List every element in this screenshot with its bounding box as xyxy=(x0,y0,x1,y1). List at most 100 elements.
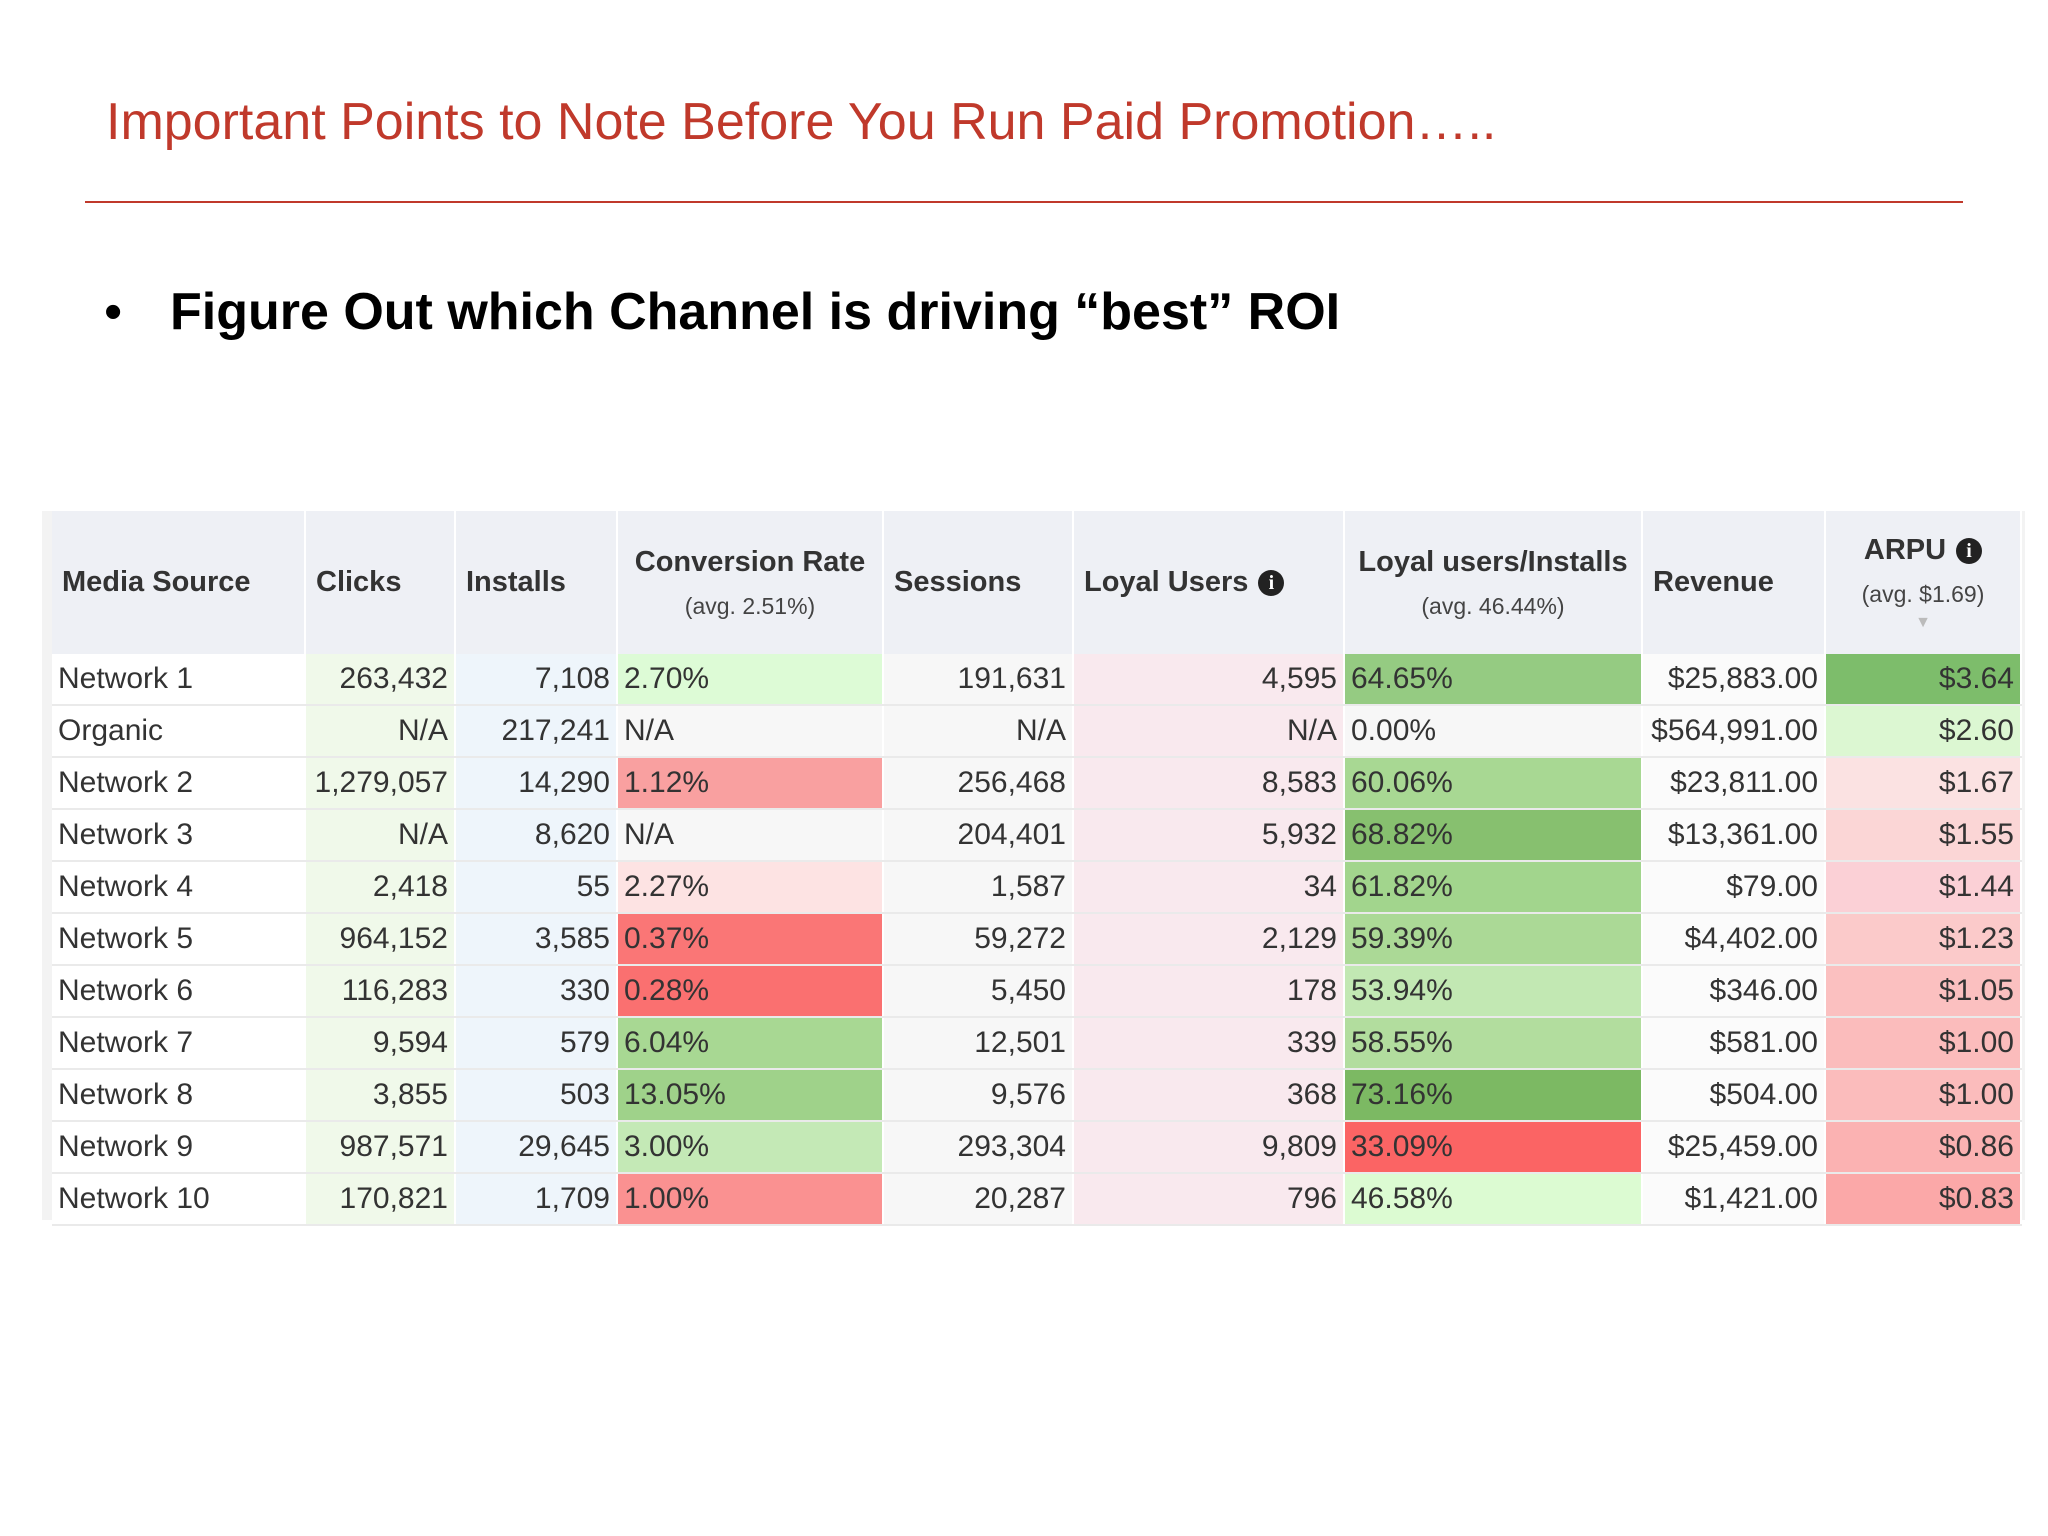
cell-sessions: 9,576 xyxy=(883,1069,1074,1122)
cell-loyal-per-install: 58.55% xyxy=(1344,1017,1643,1070)
table-row[interactable]: Network 6 116,283 330 0.28% 5,450 178 53.94% $3… xyxy=(52,965,2022,1018)
table-header-row: Media Source Clicks Installs Conversion … xyxy=(52,511,2022,654)
cell-installs: 7,108 xyxy=(455,654,618,706)
cell-conversion-rate: N/A xyxy=(617,705,884,758)
cell-clicks: 1,279,057 xyxy=(305,757,456,810)
cell-media-source: Network 8 xyxy=(52,1069,306,1122)
col-revenue[interactable]: Revenue xyxy=(1642,511,1826,654)
cell-installs: 1,709 xyxy=(455,1173,618,1226)
table-row[interactable]: Network 10 170,821 1,709 1.00% 20,287 796 46.5… xyxy=(52,1173,2022,1226)
title-divider xyxy=(85,201,1963,203)
cell-conversion-rate: N/A xyxy=(617,809,884,862)
cell-media-source: Network 1 xyxy=(52,654,306,706)
table-row[interactable]: Network 7 9,594 579 6.04% 12,501 339 58.55% $58… xyxy=(52,1017,2022,1070)
col-arpu-avg: (avg. $1.69) xyxy=(1861,580,1985,607)
cell-media-source: Network 2 xyxy=(52,757,306,810)
media-source-table: Media Source Clicks Installs Conversion … xyxy=(52,511,2022,1226)
col-arpu[interactable]: ARPU i (avg. $1.69) ▼ xyxy=(1825,511,2022,654)
cell-clicks: 9,594 xyxy=(305,1017,456,1070)
cell-conversion-rate: 6.04% xyxy=(617,1017,884,1070)
cell-clicks: 170,821 xyxy=(305,1173,456,1226)
table-row[interactable]: Network 5 964,152 3,585 0.37% 59,272 2,129 59.… xyxy=(52,913,2022,966)
col-loyal-per-install[interactable]: Loyal users/Installs (avg. 46.44%) xyxy=(1344,511,1643,654)
table-row[interactable]: Network 1 263,432 7,108 2.70% 191,631 4,595 64… xyxy=(52,654,2022,706)
col-conversion-rate[interactable]: Conversion Rate (avg. 2.51%) xyxy=(617,511,884,654)
cell-revenue: $25,883.00 xyxy=(1642,654,1826,706)
cell-clicks: N/A xyxy=(305,705,456,758)
cell-revenue: $581.00 xyxy=(1642,1017,1826,1070)
cell-installs: 3,585 xyxy=(455,913,618,966)
cell-loyal-per-install: 59.39% xyxy=(1344,913,1643,966)
cell-sessions: 5,450 xyxy=(883,965,1074,1018)
cell-loyal-per-install: 53.94% xyxy=(1344,965,1643,1018)
cell-media-source: Network 9 xyxy=(52,1121,306,1174)
table-row[interactable]: Network 8 3,855 503 13.05% 9,576 368 73.16% $50… xyxy=(52,1069,2022,1122)
cell-clicks: 263,432 xyxy=(305,654,456,706)
cell-clicks: 964,152 xyxy=(305,913,456,966)
info-icon[interactable]: i xyxy=(1956,537,1983,564)
cell-installs: 579 xyxy=(455,1017,618,1070)
col-clicks[interactable]: Clicks xyxy=(305,511,456,654)
cell-sessions: 59,272 xyxy=(883,913,1074,966)
cell-media-source: Network 4 xyxy=(52,861,306,914)
table-row[interactable]: Network 3 N/A 8,620 N/A 204,401 5,932 68.82% $1… xyxy=(52,809,2022,862)
cell-arpu: $1.23 xyxy=(1825,913,2022,966)
cell-installs: 29,645 xyxy=(455,1121,618,1174)
cell-loyal-per-install: 61.82% xyxy=(1344,861,1643,914)
cell-revenue: $79.00 xyxy=(1642,861,1826,914)
cell-revenue: $564,991.00 xyxy=(1642,705,1826,758)
bullet-point: • Figure Out which Channel is driving “be… xyxy=(104,282,1340,342)
cell-media-source: Organic xyxy=(52,705,306,758)
cell-revenue: $23,811.00 xyxy=(1642,757,1826,810)
cell-arpu: $0.86 xyxy=(1825,1121,2022,1174)
cell-clicks: 987,571 xyxy=(305,1121,456,1174)
cell-sessions: 204,401 xyxy=(883,809,1074,862)
sort-desc-icon[interactable]: ▼ xyxy=(1915,613,1931,631)
bullet-text: Figure Out which Channel is driving “bes… xyxy=(170,283,1341,341)
cell-media-source: Network 6 xyxy=(52,965,306,1018)
cell-revenue: $504.00 xyxy=(1642,1069,1826,1122)
cell-loyal-users: 8,583 xyxy=(1073,757,1345,810)
col-loyal-users[interactable]: Loyal Users i xyxy=(1073,511,1345,654)
cell-conversion-rate: 0.28% xyxy=(617,965,884,1018)
cell-loyal-users: 178 xyxy=(1073,965,1345,1018)
cell-conversion-rate: 2.27% xyxy=(617,861,884,914)
cell-sessions: 191,631 xyxy=(883,654,1074,706)
table-row[interactable]: Network 9 987,571 29,645 3.00% 293,304 9,809 3… xyxy=(52,1121,2022,1174)
slide-title: Important Points to Note Before You Run … xyxy=(106,93,1497,151)
col-arpu-label: ARPU xyxy=(1863,533,1947,566)
table-body: Network 1 263,432 7,108 2.70% 191,631 4,595 64… xyxy=(52,654,2022,1226)
cell-clicks: N/A xyxy=(305,809,456,862)
cell-arpu: $2.60 xyxy=(1825,705,2022,758)
table-row[interactable]: Network 2 1,279,057 14,290 1.12% 256,468 8,58… xyxy=(52,757,2022,810)
cell-sessions: 20,287 xyxy=(883,1173,1074,1226)
table-row[interactable]: Organic N/A 217,241 N/A N/A N/A 0.00% $564,991.… xyxy=(52,705,2022,758)
col-sessions[interactable]: Sessions xyxy=(883,511,1074,654)
table-row[interactable]: Network 4 2,418 55 2.27% 1,587 34 61.82% $79.00… xyxy=(52,861,2022,914)
cell-conversion-rate: 1.00% xyxy=(617,1173,884,1226)
cell-loyal-users: N/A xyxy=(1073,705,1345,758)
cell-loyal-per-install: 0.00% xyxy=(1344,705,1643,758)
col-media-source[interactable]: Media Source xyxy=(52,511,306,654)
cell-installs: 8,620 xyxy=(455,809,618,862)
cell-arpu: $1.00 xyxy=(1825,1069,2022,1122)
col-loyal-per-install-avg: (avg. 46.44%) xyxy=(1421,592,1565,619)
cell-sessions: 12,501 xyxy=(883,1017,1074,1070)
cell-arpu: $1.67 xyxy=(1825,757,2022,810)
info-icon[interactable]: i xyxy=(1258,570,1285,597)
cell-loyal-users: 368 xyxy=(1073,1069,1345,1122)
cell-revenue: $4,402.00 xyxy=(1642,913,1826,966)
cell-loyal-per-install: 64.65% xyxy=(1344,654,1643,706)
cell-conversion-rate: 0.37% xyxy=(617,913,884,966)
cell-conversion-rate: 13.05% xyxy=(617,1069,884,1122)
cell-arpu: $1.44 xyxy=(1825,861,2022,914)
cell-loyal-per-install: 73.16% xyxy=(1344,1069,1643,1122)
media-source-table-container: Media Source Clicks Installs Conversion … xyxy=(42,511,2025,1226)
cell-arpu: $3.64 xyxy=(1825,654,2022,706)
cell-arpu: $1.05 xyxy=(1825,965,2022,1018)
col-conversion-rate-avg: (avg. 2.51%) xyxy=(684,592,816,619)
bullet-marker: • xyxy=(104,283,123,341)
col-installs[interactable]: Installs xyxy=(455,511,618,654)
cell-revenue: $25,459.00 xyxy=(1642,1121,1826,1174)
cell-installs: 503 xyxy=(455,1069,618,1122)
